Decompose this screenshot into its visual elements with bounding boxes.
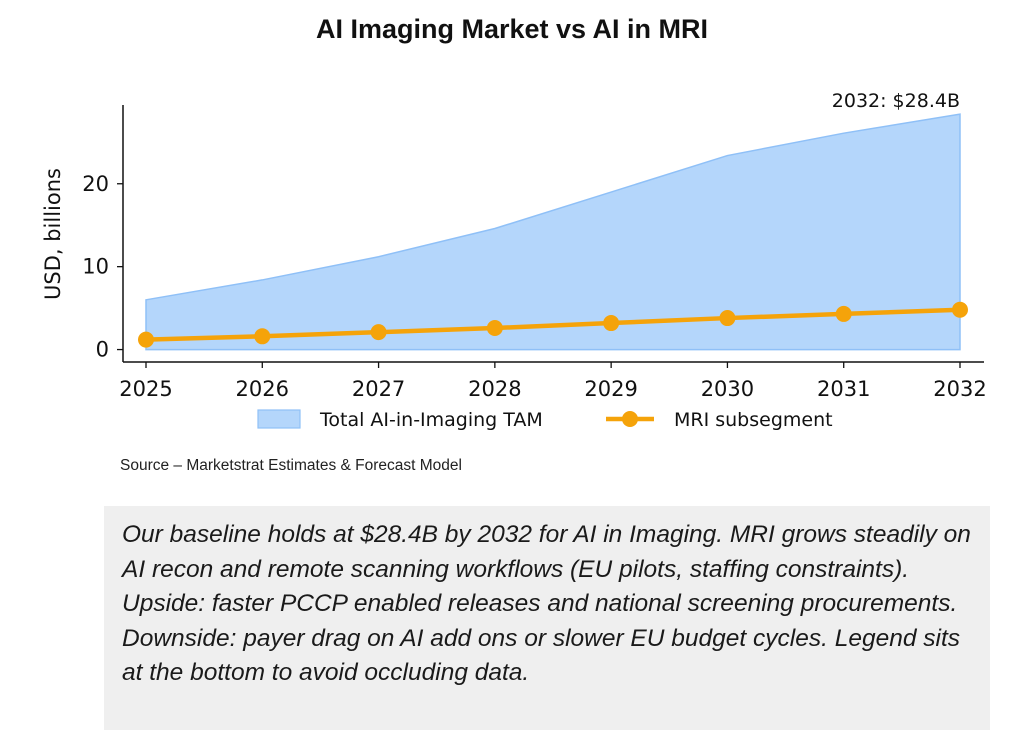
y-tick-label: 0 [96,338,109,362]
y-axis-label: USD, billions [41,168,65,300]
end-annotation: 2032: $28.4B [832,90,960,112]
mri-point [138,331,154,348]
x-tick-label: 2027 [352,377,405,401]
x-tick-label: 2032 [933,377,986,401]
y-tick-label: 10 [82,255,109,279]
commentary-box: Our baseline holds at $28.4B by 2032 for… [104,506,990,730]
line-layer [138,301,968,348]
area-layer [145,113,961,351]
mri-point [254,328,271,345]
y-tick-label: 20 [82,172,109,196]
label-layer: 2025 2026 2027 2028 2029 2030 2031 2032 0 10 20 USD… [41,90,987,401]
mri-point [603,315,620,332]
legend: Total AI-in-Imaging TAM MRI subsegment [257,409,833,431]
x-tick-label: 2025 [119,377,172,401]
legend-label-mri: MRI subsegment [674,409,833,431]
mri-point [952,301,968,318]
mri-point [719,310,736,327]
tam-area [145,113,961,351]
mri-point [486,320,503,337]
legend-label-tam: Total AI-in-Imaging TAM [319,409,543,431]
legend-swatch-tam [257,409,301,429]
x-tick-label: 2031 [817,377,870,401]
x-tick-label: 2026 [236,377,289,401]
source-note: Source – Marketstrat Estimates & Forecas… [120,457,462,474]
legend-swatch-mri-marker [622,411,638,427]
chart: 2025 2026 2027 2028 2029 2030 2031 2032 0 10 20 USD… [41,90,987,431]
mri-point [370,324,387,341]
axes-layer [117,105,984,368]
x-tick-label: 2028 [468,377,521,401]
x-tick-label: 2029 [584,377,637,401]
x-tick-label: 2030 [701,377,754,401]
mri-point [835,305,852,322]
chart-title: AI Imaging Market vs AI in MRI [315,14,709,44]
mri-line [145,307,961,342]
